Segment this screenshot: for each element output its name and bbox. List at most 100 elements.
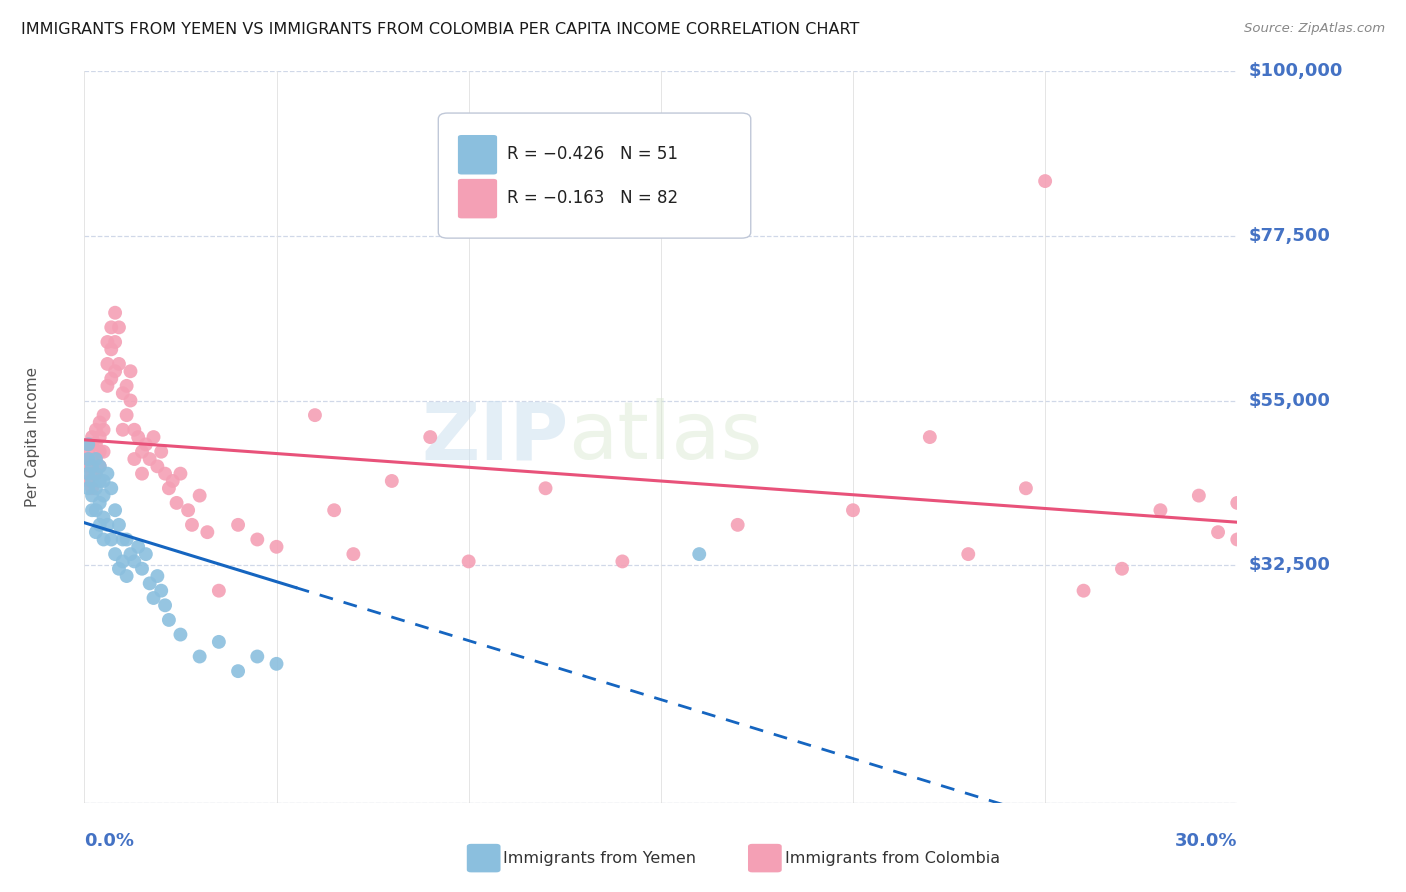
Point: [89, 416, 111, 430]
Point: [84, 503, 107, 517]
Text: Per Capita Income: Per Capita Income: [25, 367, 39, 508]
Text: Source: ZipAtlas.com: Source: ZipAtlas.com: [1244, 22, 1385, 36]
Point: [93, 533, 115, 547]
Point: [115, 569, 138, 583]
Point: [108, 357, 131, 371]
Point: [142, 591, 165, 605]
Point: [419, 430, 441, 444]
Point: [1226, 533, 1249, 547]
Point: [169, 627, 191, 641]
FancyBboxPatch shape: [458, 179, 498, 219]
Point: [104, 503, 127, 517]
Point: [457, 554, 479, 568]
Point: [104, 334, 127, 349]
Point: [89, 444, 111, 458]
Point: [226, 517, 249, 532]
Point: [304, 408, 326, 422]
Point: [89, 459, 111, 474]
Point: [77, 459, 100, 474]
Point: [534, 481, 557, 495]
Point: [108, 320, 131, 334]
Point: [208, 635, 231, 649]
Point: [77, 467, 100, 481]
Point: [93, 423, 115, 437]
Point: [80, 503, 103, 517]
Point: [1015, 481, 1038, 495]
Point: [104, 547, 127, 561]
Point: [842, 503, 865, 517]
Point: [1149, 503, 1171, 517]
Point: [1188, 489, 1211, 503]
Point: [93, 408, 115, 422]
Point: [100, 343, 122, 357]
Point: [727, 517, 749, 532]
Point: [80, 459, 103, 474]
Text: $32,500: $32,500: [1249, 556, 1330, 574]
Point: [208, 583, 231, 598]
Point: [157, 481, 180, 495]
Point: [80, 437, 103, 451]
Point: [77, 474, 100, 488]
Point: [120, 393, 142, 408]
Point: [181, 517, 204, 532]
Point: [77, 444, 100, 458]
Point: [84, 525, 107, 540]
Point: [100, 533, 122, 547]
Point: [93, 474, 115, 488]
Point: [246, 649, 269, 664]
Point: [131, 467, 153, 481]
Point: [115, 379, 138, 393]
Point: [84, 452, 107, 467]
Point: [115, 408, 138, 422]
FancyBboxPatch shape: [439, 113, 751, 238]
Point: [1073, 583, 1095, 598]
Point: [100, 481, 122, 495]
Point: [100, 320, 122, 334]
Point: [84, 481, 107, 495]
Point: [918, 430, 941, 444]
Point: [77, 452, 100, 467]
Point: [131, 444, 153, 458]
Point: [80, 474, 103, 488]
Point: [124, 423, 146, 437]
FancyBboxPatch shape: [458, 135, 498, 175]
Point: [131, 562, 153, 576]
Point: [77, 452, 100, 467]
Point: [146, 459, 169, 474]
Point: [188, 649, 211, 664]
Text: R = −0.426   N = 51: R = −0.426 N = 51: [508, 145, 679, 163]
Point: [153, 599, 176, 613]
Point: [124, 452, 146, 467]
Point: [77, 437, 100, 451]
Point: [166, 496, 188, 510]
Point: [80, 467, 103, 481]
Point: [108, 562, 131, 576]
Point: [342, 547, 364, 561]
Point: [84, 437, 107, 451]
Point: [96, 467, 118, 481]
Point: [169, 467, 191, 481]
Point: [146, 569, 169, 583]
Point: [111, 386, 134, 401]
Point: [1111, 562, 1133, 576]
Point: [84, 467, 107, 481]
Point: [104, 364, 127, 378]
Point: [108, 517, 131, 532]
Point: [1033, 174, 1056, 188]
Point: [100, 371, 122, 385]
Point: [96, 357, 118, 371]
Point: [1226, 496, 1249, 510]
Text: IMMIGRANTS FROM YEMEN VS IMMIGRANTS FROM COLOMBIA PER CAPITA INCOME CORRELATION : IMMIGRANTS FROM YEMEN VS IMMIGRANTS FROM…: [21, 22, 859, 37]
Text: R = −0.163   N = 82: R = −0.163 N = 82: [508, 189, 679, 207]
Text: atlas: atlas: [568, 398, 763, 476]
Point: [127, 540, 149, 554]
Point: [80, 481, 103, 495]
Point: [381, 474, 404, 488]
Point: [142, 430, 165, 444]
Point: [138, 576, 160, 591]
Point: [150, 444, 173, 458]
Point: [89, 517, 111, 532]
Point: [77, 481, 100, 495]
Text: Immigrants from Yemen: Immigrants from Yemen: [503, 851, 696, 865]
Point: [84, 452, 107, 467]
